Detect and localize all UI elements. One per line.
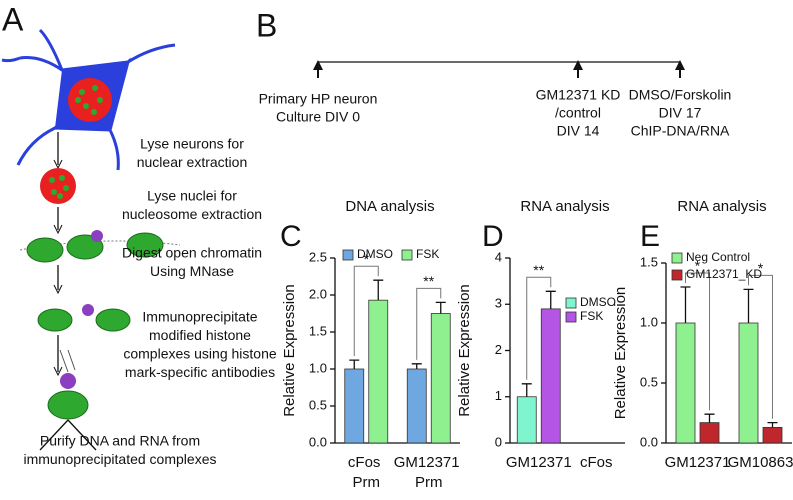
legend-label: FSK bbox=[580, 309, 603, 323]
error-bar bbox=[411, 363, 422, 369]
panel-label: C bbox=[280, 220, 302, 253]
step-text: complexes using histone bbox=[123, 346, 277, 362]
y-axis-label: Relative Expression bbox=[612, 287, 629, 420]
step-text: immunoprecipitated complexes bbox=[24, 451, 217, 467]
y-tick-label: 0 bbox=[495, 434, 502, 449]
panel-label: D bbox=[482, 220, 504, 253]
error-bar bbox=[704, 413, 715, 423]
chart-title: DNA analysis bbox=[345, 198, 434, 215]
x-tick-label: GM12371 Prm bbox=[394, 454, 464, 491]
panel-label: E bbox=[640, 220, 660, 253]
y-axis-label: Relative Expression bbox=[281, 284, 298, 417]
error-bar bbox=[349, 359, 360, 369]
legend-swatch bbox=[565, 297, 577, 309]
x-tick-label: GM10863 bbox=[728, 454, 793, 471]
bar bbox=[540, 308, 561, 444]
significance-label: * bbox=[758, 260, 764, 276]
significance-label: * bbox=[364, 251, 370, 267]
significance-bracket bbox=[748, 274, 773, 419]
y-tick-label: 2.0 bbox=[309, 286, 327, 301]
chart-title: RNA analysis bbox=[520, 198, 609, 215]
step-text: modified histone bbox=[149, 327, 251, 343]
error-bar bbox=[521, 383, 532, 397]
bar bbox=[368, 299, 389, 444]
significance-bracket bbox=[685, 272, 710, 411]
chart-title: RNA analysis bbox=[677, 198, 766, 215]
y-tick-label: 1.0 bbox=[640, 314, 658, 329]
timeline-text: DMSO/Forskolin bbox=[629, 87, 732, 103]
timeline-text: /control bbox=[555, 105, 601, 121]
legend-swatch bbox=[671, 269, 683, 281]
error-bar bbox=[767, 421, 778, 428]
timeline-text: GM12371 KD bbox=[536, 87, 621, 103]
y-tick-label: 1 bbox=[495, 388, 502, 403]
panel-label: B bbox=[256, 7, 277, 43]
legend-swatch bbox=[565, 311, 577, 323]
y-tick-label: 0.5 bbox=[640, 374, 658, 389]
bar bbox=[699, 422, 720, 444]
x-tick-label: GM12371 bbox=[665, 454, 731, 471]
step-text: mark-specific antibodies bbox=[125, 364, 275, 380]
y-tick-label: 3 bbox=[495, 296, 502, 311]
step-text: Lyse neurons for bbox=[140, 136, 244, 152]
y-tick-label: 0.5 bbox=[309, 397, 327, 412]
legend-label: Neg Control bbox=[686, 250, 750, 264]
timeline-text: DIV 14 bbox=[557, 123, 600, 139]
significance-label: ** bbox=[533, 262, 544, 278]
legend-swatch bbox=[401, 249, 413, 261]
x-tick-label: cFos bbox=[580, 454, 613, 471]
error-bar bbox=[545, 290, 556, 309]
bar bbox=[516, 396, 537, 444]
significance-bracket bbox=[353, 265, 379, 357]
error-bar bbox=[373, 279, 384, 301]
y-axis-label: Relative Expression bbox=[456, 284, 473, 417]
y-tick-label: 2.5 bbox=[309, 249, 327, 264]
step-text: Purify DNA and RNA from bbox=[40, 433, 200, 449]
legend-swatch bbox=[671, 252, 683, 264]
significance-label: ** bbox=[423, 273, 434, 289]
step-text: Digest open chromatin bbox=[122, 245, 262, 261]
step-text: nuclear extraction bbox=[137, 154, 248, 170]
legend-swatch bbox=[342, 249, 354, 261]
x-tick-label: cFos Prm bbox=[348, 454, 385, 491]
significance-label: * bbox=[695, 258, 701, 274]
y-tick-label: 1.0 bbox=[309, 360, 327, 375]
y-tick-label: 2 bbox=[495, 342, 502, 357]
step-text: Using MNase bbox=[150, 263, 234, 279]
y-tick-label: 0.0 bbox=[640, 434, 658, 449]
bar bbox=[762, 426, 783, 444]
y-tick-label: 1.5 bbox=[640, 254, 658, 269]
timeline-text: Culture DIV 0 bbox=[276, 109, 360, 125]
legend-label: FSK bbox=[416, 247, 439, 261]
legend-label: DMSO bbox=[357, 247, 393, 261]
bar bbox=[675, 322, 696, 444]
timeline-text: DIV 17 bbox=[659, 105, 702, 121]
error-bar bbox=[435, 301, 446, 314]
error-bar bbox=[743, 288, 754, 323]
bar bbox=[406, 368, 427, 444]
bar bbox=[738, 322, 759, 444]
step-text: Immunoprecipitate bbox=[142, 309, 257, 325]
y-tick-label: 0.0 bbox=[309, 434, 327, 449]
timeline-text: Primary HP neuron bbox=[259, 91, 378, 107]
timeline-text: ChIP-DNA/RNA bbox=[631, 123, 730, 139]
step-text: nucleosome extraction bbox=[122, 206, 262, 222]
error-bar bbox=[680, 286, 691, 323]
significance-bracket bbox=[526, 276, 552, 380]
bar bbox=[430, 313, 451, 444]
significance-bracket bbox=[416, 287, 442, 360]
panel-label: A bbox=[2, 1, 24, 37]
legend-label: GM12371_KD bbox=[686, 267, 762, 281]
timeline bbox=[313, 60, 685, 78]
y-tick-label: 4 bbox=[495, 249, 502, 264]
panel-a-art bbox=[1, 28, 181, 451]
x-tick-label: GM12371 bbox=[506, 454, 572, 471]
bar bbox=[344, 368, 365, 444]
y-tick-label: 1.5 bbox=[309, 323, 327, 338]
step-text: Lyse nuclei for bbox=[147, 188, 237, 204]
legend-label: DMSO bbox=[580, 295, 616, 309]
